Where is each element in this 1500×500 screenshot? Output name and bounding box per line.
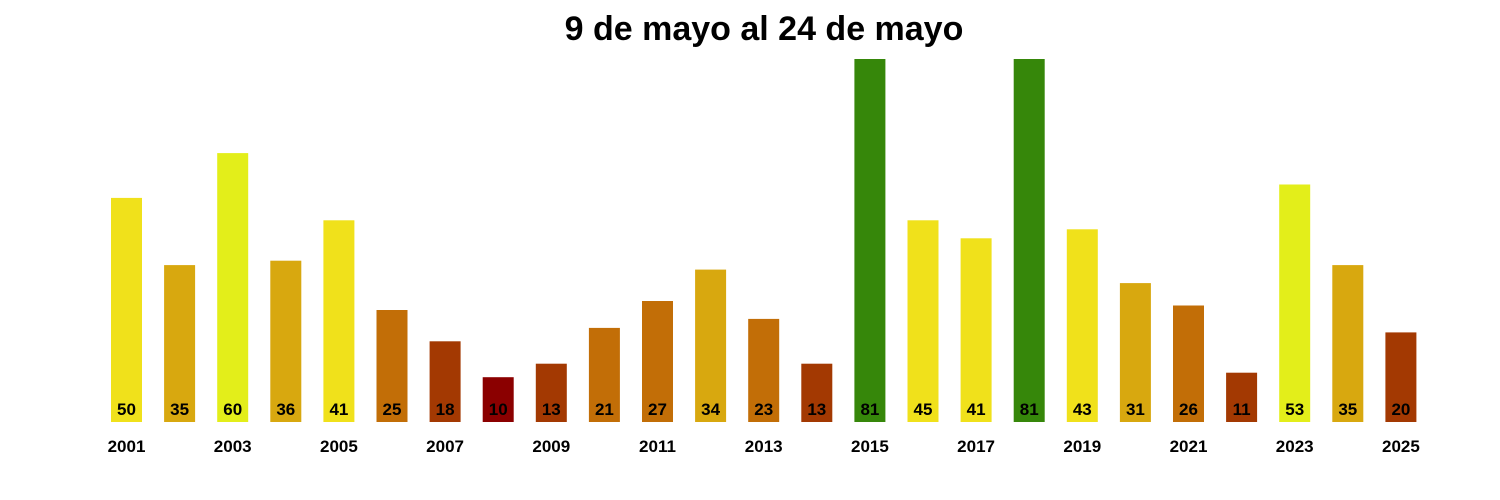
- bar-2008: [482, 377, 514, 422]
- value-label-2008: 10: [489, 400, 508, 419]
- value-label-2023: 53: [1285, 400, 1304, 419]
- x-tick-label-2011: 2011: [639, 437, 676, 456]
- bars-layer: [111, 59, 1417, 422]
- x-tick-label-2003: 2003: [214, 437, 252, 456]
- x-tick-label-2013: 2013: [745, 437, 783, 456]
- x-tick-label-2023: 2023: [1276, 437, 1314, 456]
- x-tick-label-2009: 2009: [532, 437, 570, 456]
- bar-2018: [1013, 59, 1045, 422]
- value-label-2006: 25: [383, 400, 402, 419]
- value-label-2017: 41: [967, 400, 986, 419]
- bar-2006: [376, 310, 408, 422]
- bar-2011: [642, 301, 673, 422]
- value-label-2001: 50: [117, 400, 136, 419]
- bar-2017: [960, 238, 992, 422]
- bar-2012: [695, 269, 727, 422]
- value-label-2011: 27: [648, 400, 667, 419]
- bar-2010: [588, 327, 620, 422]
- bar-2021: [1173, 305, 1204, 422]
- value-label-2014: 13: [807, 400, 826, 419]
- value-label-2010: 21: [595, 400, 614, 419]
- value-label-2003: 60: [223, 400, 242, 419]
- bar-2001: [111, 197, 142, 422]
- value-label-2021: 26: [1179, 400, 1198, 419]
- bar-2004: [270, 260, 302, 422]
- x-tick-label-2019: 2019: [1063, 437, 1101, 456]
- value-label-2002: 35: [170, 400, 189, 419]
- value-label-2005: 41: [329, 400, 348, 419]
- value-label-2016: 45: [914, 400, 933, 419]
- bar-2013: [748, 318, 780, 422]
- x-tick-label-2025: 2025: [1382, 437, 1420, 456]
- value-label-2024: 35: [1338, 400, 1357, 419]
- x-tick-label-2007: 2007: [426, 437, 464, 456]
- value-label-2019: 43: [1073, 400, 1092, 419]
- bar-2005: [323, 220, 355, 422]
- value-label-2007: 18: [436, 400, 455, 419]
- bar-2002: [164, 265, 196, 422]
- value-label-2012: 34: [701, 400, 720, 419]
- bar-2019: [1066, 229, 1098, 422]
- value-label-2025: 20: [1391, 400, 1410, 419]
- bar-2022: [1226, 372, 1258, 422]
- bar-2009: [535, 363, 567, 422]
- bar-2014: [801, 363, 833, 422]
- chart-title: 9 de mayo al 24 de mayo: [564, 10, 964, 48]
- x-tick-label-2017: 2017: [957, 437, 995, 456]
- value-labels-layer: 50 35 60 36 41 25 18 10 13 21 27 34 23 13 81 45 41 81 43 31…: [117, 400, 1410, 419]
- x-tick-label-2001: 2001: [108, 437, 146, 456]
- value-label-2020: 31: [1126, 400, 1145, 419]
- x-tick-label-2021: 2021: [1170, 437, 1208, 456]
- bar-2025: [1385, 332, 1417, 422]
- bar-2007: [429, 341, 461, 422]
- bar-2015: [854, 59, 886, 422]
- value-label-2009: 13: [542, 400, 561, 419]
- value-label-2018: 81: [1020, 400, 1039, 419]
- x-axis-tick-labels: 2001 2003 2005 2007 2009 2011 2013 2015 2017 2019…: [108, 437, 1420, 456]
- value-label-2004: 36: [276, 400, 295, 419]
- bar-2003: [217, 153, 249, 422]
- bar-2024: [1332, 265, 1364, 422]
- bar-2023: [1279, 184, 1311, 422]
- value-label-2013: 23: [754, 400, 773, 419]
- x-tick-label-2015: 2015: [851, 437, 889, 456]
- x-tick-label-2005: 2005: [320, 437, 358, 456]
- bar-2020: [1119, 283, 1151, 422]
- value-label-2022: 11: [1233, 400, 1251, 419]
- bar-2016: [907, 220, 939, 422]
- value-label-2015: 81: [860, 400, 879, 419]
